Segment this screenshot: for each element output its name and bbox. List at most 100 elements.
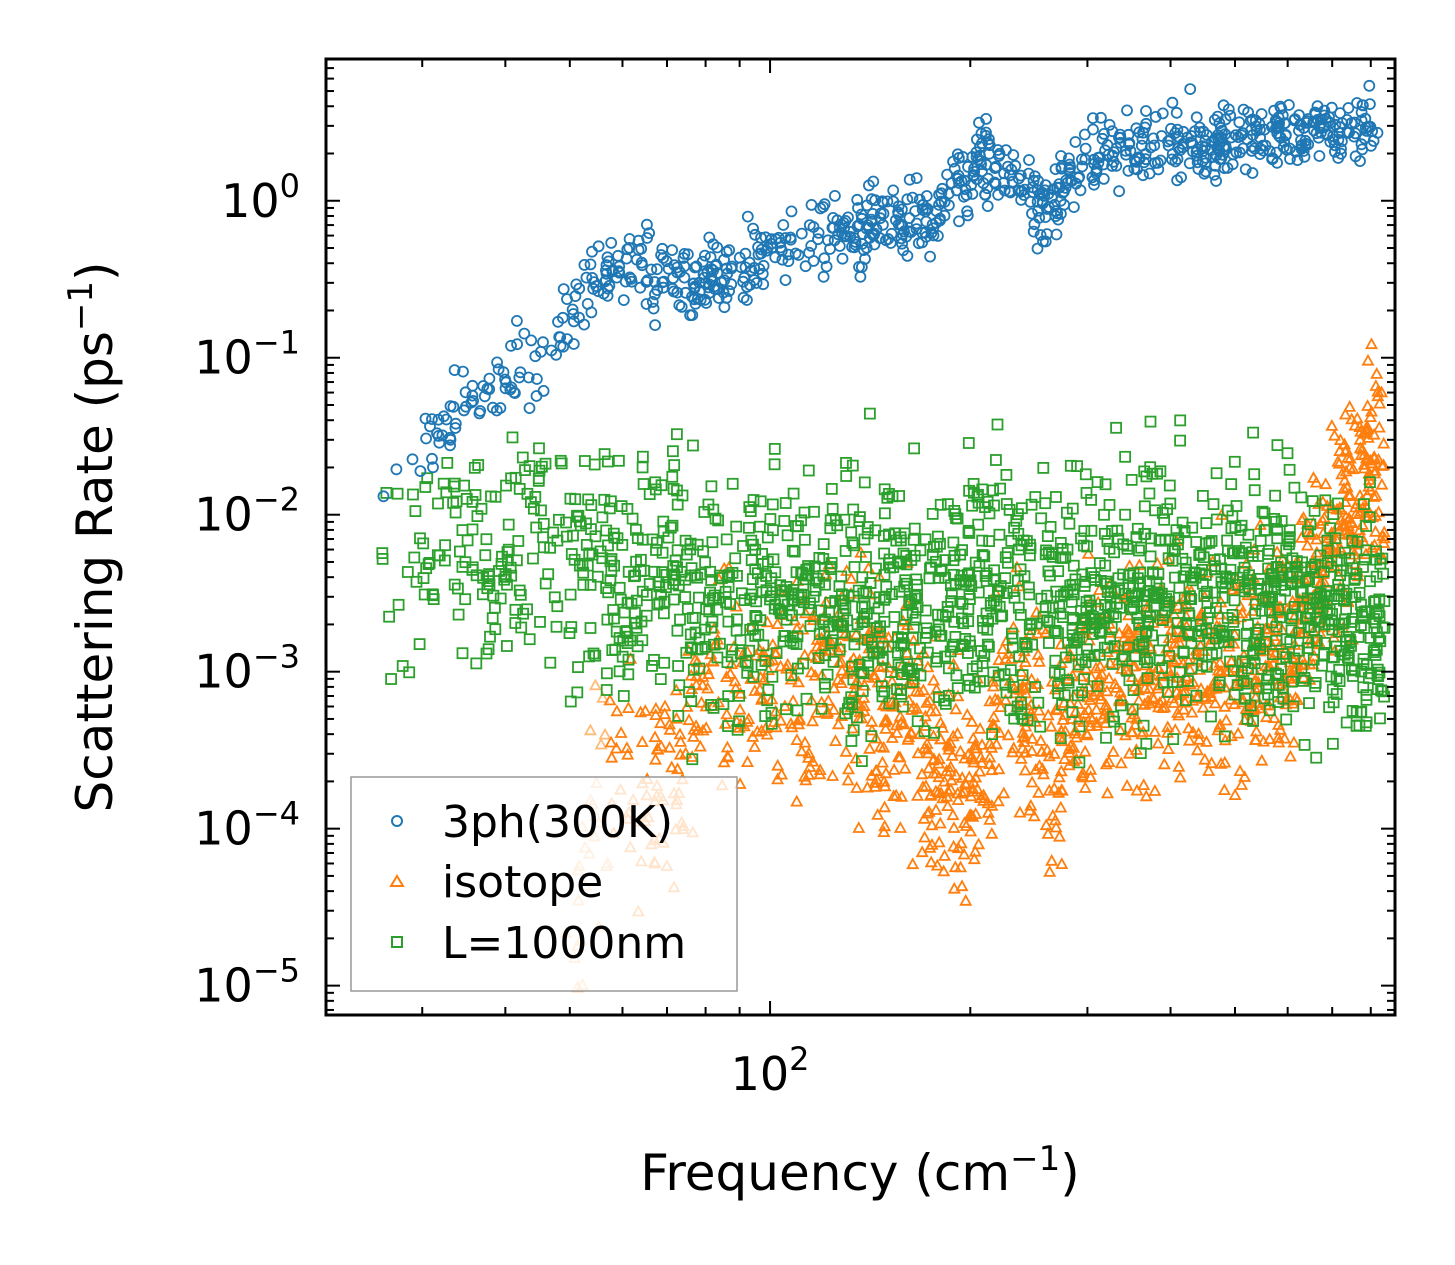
point-l1000nm xyxy=(1207,498,1220,511)
point-l1000nm xyxy=(1140,625,1153,637)
point-isotope xyxy=(858,678,872,691)
point-3ph xyxy=(858,244,870,257)
point-isotope xyxy=(849,627,863,640)
point-l1000nm xyxy=(1043,616,1056,628)
point-3ph xyxy=(1332,152,1345,164)
point-3ph xyxy=(651,263,663,276)
point-l1000nm xyxy=(1255,584,1267,596)
point-isotope xyxy=(927,673,941,686)
point-l1000nm xyxy=(932,572,945,584)
point-l1000nm xyxy=(1170,602,1183,614)
point-3ph xyxy=(974,155,987,167)
point-isotope xyxy=(968,738,982,751)
point-isotope xyxy=(968,844,982,857)
point-3ph xyxy=(1086,171,1099,184)
point-isotope xyxy=(887,763,901,775)
point-isotope xyxy=(973,764,987,777)
point-3ph xyxy=(1012,184,1025,197)
point-3ph xyxy=(531,373,543,385)
point-3ph xyxy=(674,266,686,278)
point-l1000nm xyxy=(486,612,499,624)
point-l1000nm xyxy=(851,711,863,724)
point-l1000nm xyxy=(413,638,426,650)
point-l1000nm xyxy=(1319,494,1332,507)
point-3ph xyxy=(1213,138,1226,151)
point-l1000nm xyxy=(804,620,817,632)
point-3ph xyxy=(972,153,985,166)
point-l1000nm xyxy=(1283,538,1295,551)
point-l1000nm xyxy=(979,570,992,582)
point-isotope xyxy=(1010,560,1024,573)
point-isotope xyxy=(721,749,735,762)
point-3ph xyxy=(586,271,599,284)
point-l1000nm xyxy=(846,698,859,711)
point-l1000nm xyxy=(768,442,781,455)
point-l1000nm xyxy=(1358,622,1371,634)
point-l1000nm xyxy=(1052,680,1064,692)
point-3ph xyxy=(1130,155,1143,168)
point-isotope xyxy=(662,717,677,730)
point-l1000nm xyxy=(1179,556,1192,569)
point-l1000nm xyxy=(1291,568,1303,581)
point-3ph xyxy=(1055,160,1068,173)
point-3ph xyxy=(829,189,841,202)
point-isotope xyxy=(1017,729,1031,742)
point-l1000nm xyxy=(731,723,744,736)
point-isotope xyxy=(791,675,806,688)
point-l1000nm xyxy=(1288,601,1301,613)
point-l1000nm xyxy=(1288,652,1301,665)
point-l1000nm xyxy=(1087,610,1099,623)
point-l1000nm xyxy=(1346,663,1358,676)
point-l1000nm xyxy=(766,670,779,683)
point-3ph xyxy=(1149,157,1161,169)
point-3ph xyxy=(812,233,824,246)
point-isotope xyxy=(941,799,955,811)
point-l1000nm xyxy=(767,553,780,566)
point-l1000nm xyxy=(1138,500,1151,513)
plot-frame xyxy=(324,57,1397,1017)
point-l1000nm xyxy=(861,527,874,540)
point-isotope xyxy=(687,722,701,735)
point-isotope xyxy=(936,721,950,733)
point-l1000nm xyxy=(891,683,903,695)
point-l1000nm xyxy=(1280,651,1293,664)
point-l1000nm xyxy=(839,707,852,720)
point-3ph xyxy=(513,371,526,384)
point-l1000nm xyxy=(383,610,396,623)
point-l1000nm xyxy=(683,686,695,698)
point-3ph xyxy=(1239,163,1252,176)
point-isotope xyxy=(895,790,909,802)
point-l1000nm xyxy=(544,656,557,669)
point-l1000nm xyxy=(1066,706,1079,718)
point-l1000nm xyxy=(1281,447,1294,460)
point-l1000nm xyxy=(487,589,500,602)
point-3ph xyxy=(709,260,722,272)
point-3ph xyxy=(1068,201,1080,214)
point-l1000nm xyxy=(765,706,778,719)
legend-label-isotope: isotope xyxy=(442,857,603,908)
point-l1000nm xyxy=(1360,520,1372,532)
point-3ph xyxy=(1136,132,1149,145)
point-3ph xyxy=(693,285,706,298)
point-l1000nm xyxy=(1041,614,1054,627)
point-isotope xyxy=(1089,661,1103,674)
point-isotope xyxy=(1353,523,1367,536)
point-isotope xyxy=(889,788,903,801)
legend-label-l1000nm: L=1000nm xyxy=(442,918,686,969)
point-l1000nm xyxy=(1080,602,1093,614)
point-isotope xyxy=(994,700,1008,712)
point-l1000nm xyxy=(584,579,597,591)
point-l1000nm xyxy=(606,644,619,656)
point-l1000nm xyxy=(1364,632,1377,644)
point-l1000nm xyxy=(583,547,596,560)
point-l1000nm xyxy=(1177,647,1190,659)
point-isotope xyxy=(740,755,755,767)
point-isotope xyxy=(913,727,927,740)
point-isotope xyxy=(798,606,813,619)
point-l1000nm xyxy=(1326,608,1338,620)
point-l1000nm xyxy=(733,715,745,728)
point-isotope xyxy=(654,739,668,752)
y-tick-label: 10−3 xyxy=(194,638,300,699)
point-l1000nm xyxy=(853,658,866,671)
point-l1000nm xyxy=(1103,498,1116,511)
